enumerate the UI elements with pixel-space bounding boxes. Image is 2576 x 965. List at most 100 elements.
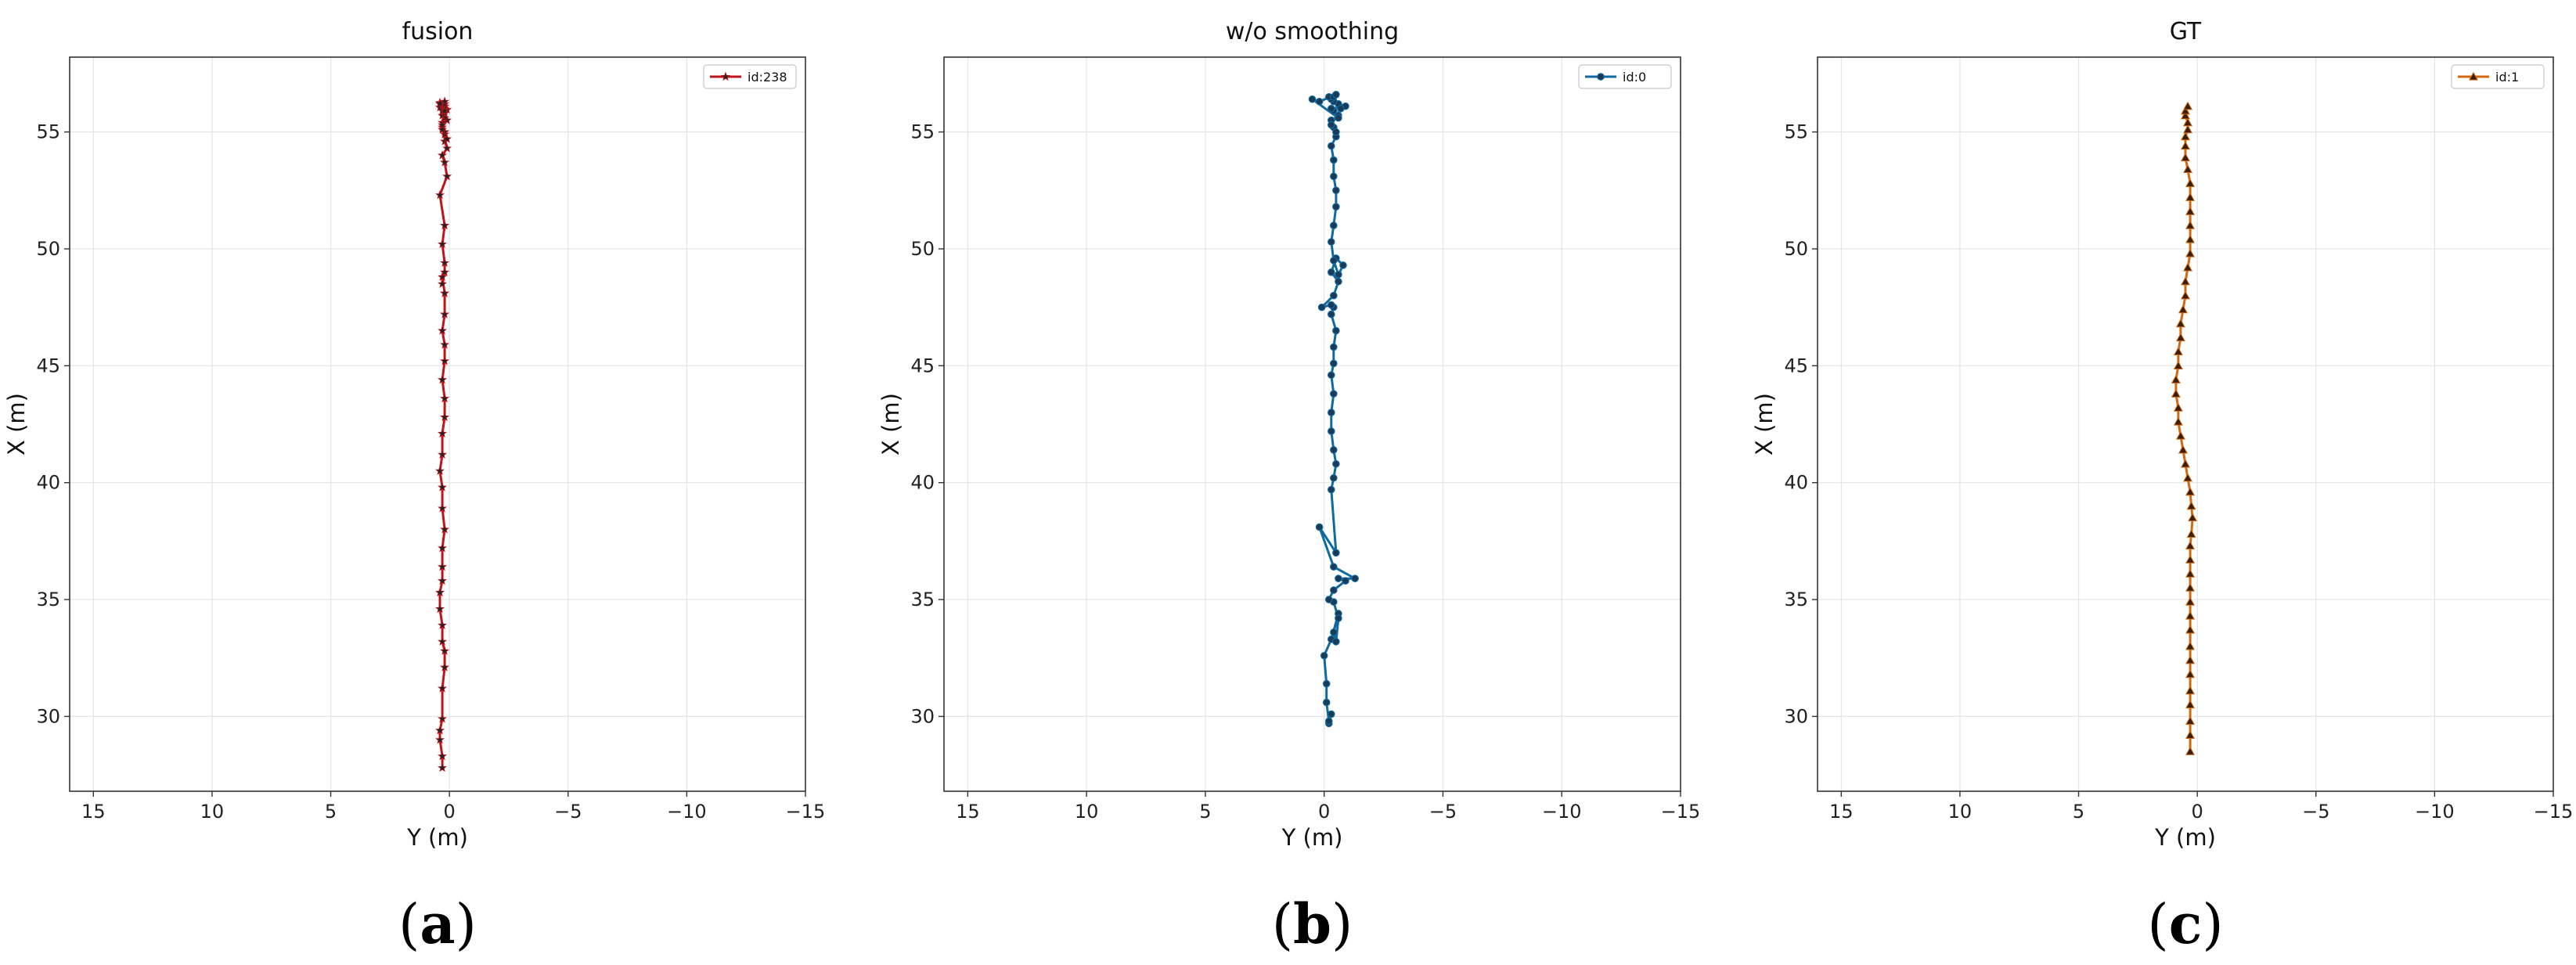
series-line — [2174, 106, 2194, 752]
data-point — [1327, 121, 1335, 129]
y-tick-label: 40 — [910, 472, 935, 494]
data-point — [1332, 90, 1340, 99]
data-point — [2182, 164, 2193, 174]
data-point — [1330, 156, 1338, 164]
data-point — [1330, 343, 1338, 351]
data-point — [440, 393, 450, 403]
data-point — [438, 714, 448, 723]
y-tick-label: 40 — [36, 472, 60, 494]
panel-caption: (c) — [2147, 891, 2223, 956]
data-point — [438, 762, 448, 772]
data-point — [1315, 523, 1324, 531]
data-point — [440, 356, 450, 365]
data-point — [1335, 271, 1342, 279]
data-point — [1327, 409, 1335, 416]
x-axis-label: Y (m) — [1281, 824, 1343, 851]
chart-title: w/o smoothing — [1226, 18, 1399, 45]
data-point — [442, 143, 452, 153]
data-point — [2173, 347, 2183, 356]
data-point — [2173, 416, 2183, 426]
data-point — [2173, 402, 2183, 412]
x-tick-label: 15 — [1829, 801, 1854, 823]
data-point — [2185, 220, 2196, 229]
data-point — [435, 726, 445, 735]
data-point — [1327, 427, 1335, 435]
data-point — [2186, 529, 2196, 538]
y-tick-label: 50 — [910, 238, 935, 260]
x-tick-label: 5 — [325, 801, 337, 823]
plot-frame — [69, 56, 806, 792]
data-point — [2185, 206, 2196, 215]
y-tick-label: 55 — [1784, 121, 1808, 143]
data-point — [2180, 153, 2191, 162]
legend-box — [703, 64, 797, 89]
x-tick-label: 10 — [1948, 801, 1973, 823]
data-point — [1322, 679, 1331, 688]
data-point — [438, 239, 448, 249]
y-tick-label: 35 — [1784, 589, 1808, 610]
data-point — [2180, 141, 2191, 150]
y-tick-label: 45 — [36, 355, 60, 376]
data-point — [2182, 101, 2193, 110]
data-point — [2186, 501, 2196, 510]
y-tick-label: 35 — [36, 589, 60, 610]
data-point — [2185, 193, 2196, 201]
panel-caption: (a) — [398, 891, 477, 956]
x-tick-label: 10 — [1075, 801, 1099, 823]
data-point — [2185, 541, 2196, 549]
legend-marker — [720, 71, 731, 81]
data-point — [2175, 430, 2185, 440]
data-point — [1337, 104, 1345, 113]
data-point — [440, 257, 450, 268]
x-tick-label: −15 — [1661, 801, 1701, 823]
data-point — [1317, 303, 1326, 311]
panel-caption: (b) — [1272, 891, 1353, 956]
x-tick-label: 15 — [956, 801, 980, 823]
data-point — [1324, 596, 1333, 603]
y-tick-label: 45 — [1784, 355, 1808, 376]
data-point — [2185, 568, 2196, 578]
y-tick-label: 45 — [910, 355, 935, 376]
data-point — [2185, 582, 2196, 592]
data-point — [2185, 610, 2196, 620]
data-point — [435, 99, 445, 108]
data-point — [2180, 110, 2191, 120]
legend-box — [1578, 64, 1672, 89]
data-point — [2185, 641, 2196, 650]
y-axis-label: X (m) — [1751, 393, 1778, 455]
x-tick-label: 0 — [1318, 801, 1330, 823]
data-point — [1339, 261, 1347, 269]
data-point — [2180, 459, 2191, 468]
data-point — [1332, 459, 1340, 468]
data-point — [1351, 574, 1359, 582]
data-point — [440, 288, 450, 297]
data-point — [1335, 277, 1342, 286]
data-point — [1330, 390, 1338, 398]
data-point — [2180, 290, 2191, 300]
data-point — [435, 603, 445, 614]
x-tick-label: −10 — [2415, 801, 2455, 823]
data-point — [2175, 319, 2185, 328]
y-tick-label: 40 — [1784, 472, 1808, 494]
data-point — [1332, 186, 1340, 195]
data-point — [1330, 172, 1338, 181]
x-tick-label: 10 — [200, 801, 225, 823]
data-point — [2185, 234, 2196, 243]
data-point — [2185, 746, 2196, 755]
data-point — [2182, 124, 2193, 134]
data-point — [440, 106, 450, 115]
data-point — [1327, 142, 1335, 150]
y-axis-label: X (m) — [877, 393, 904, 455]
data-point — [1330, 257, 1338, 265]
data-point — [438, 482, 448, 492]
data-point — [2185, 487, 2196, 496]
data-point — [1327, 310, 1335, 319]
data-point — [2180, 131, 2191, 141]
data-point — [438, 503, 448, 513]
data-point — [440, 646, 450, 655]
data-point — [440, 96, 450, 106]
y-tick-label: 30 — [1784, 705, 1808, 727]
data-point — [2182, 262, 2193, 272]
data-point — [438, 374, 448, 384]
